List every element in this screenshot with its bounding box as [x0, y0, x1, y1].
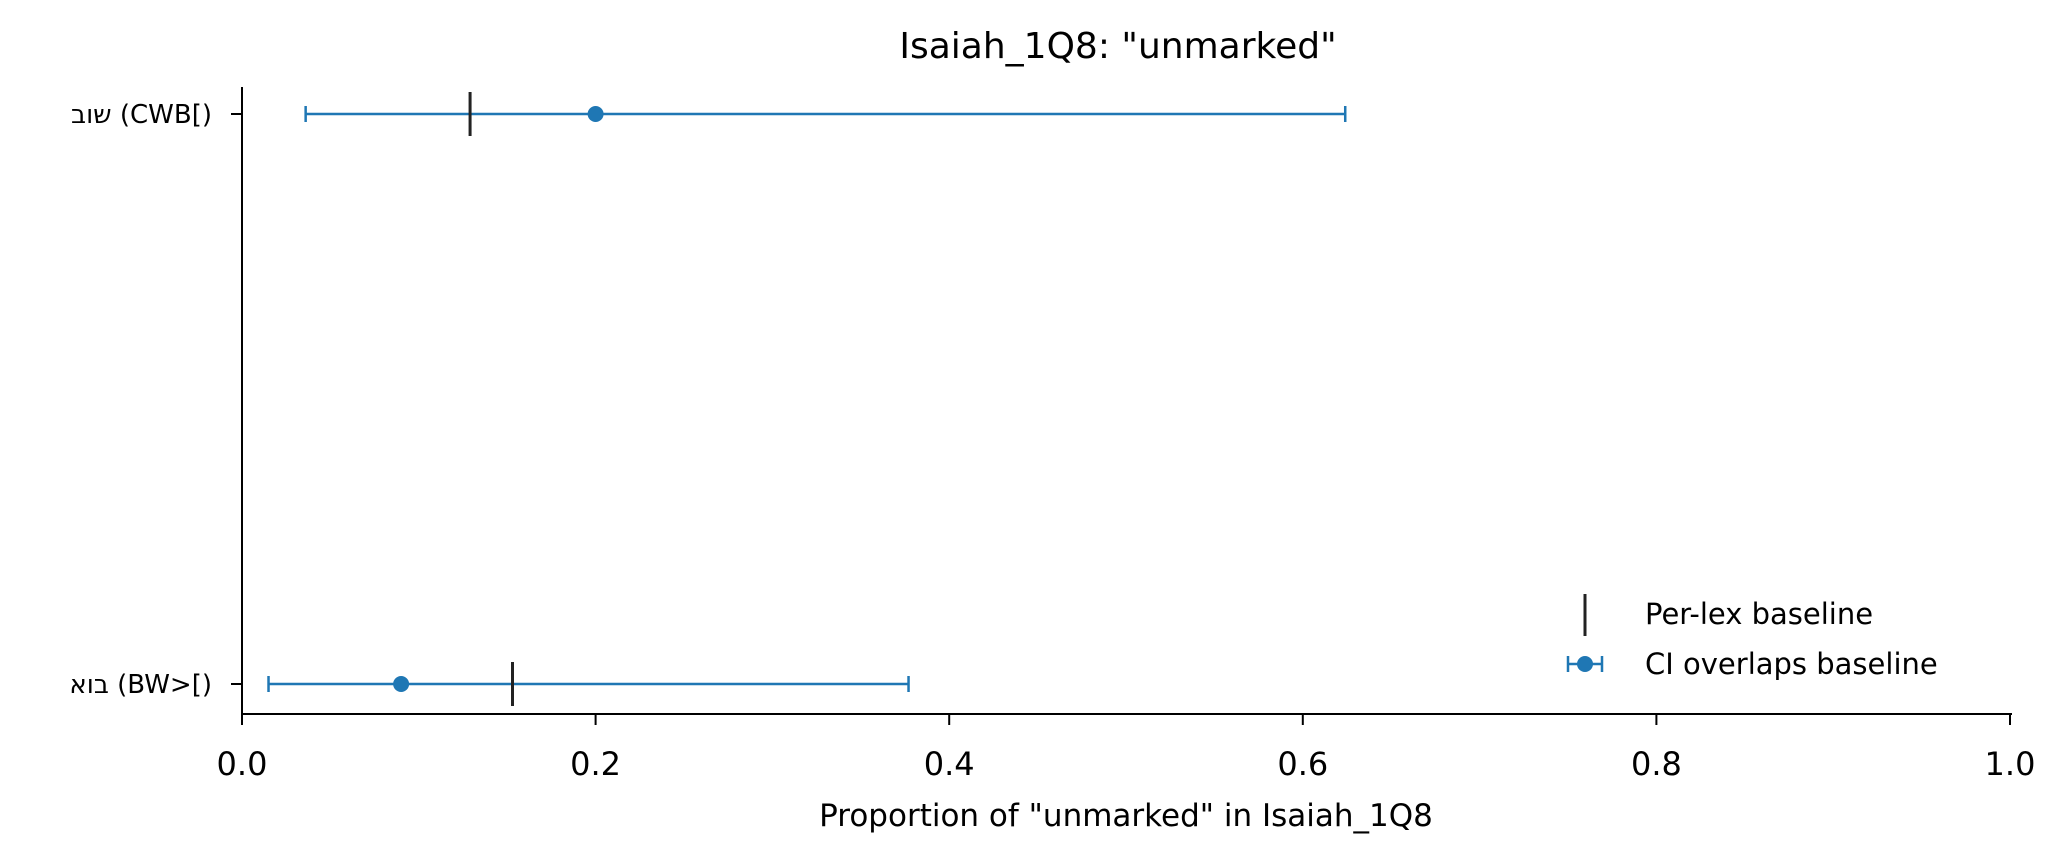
x-ticks: 0.0 0.2 0.4 0.6 0.8 1.0: [217, 714, 2036, 783]
y-tick-label: בוא (BW>[): [69, 670, 212, 700]
x-tick-label: 0.2: [570, 745, 621, 783]
legend: Per-lex baseline CI overlaps baseline: [1566, 594, 1938, 681]
x-tick-label: 1.0: [1985, 745, 2036, 783]
x-tick-label: 0.0: [217, 745, 268, 783]
ci-point: [587, 106, 604, 122]
x-tick-label: 0.8: [1631, 745, 1682, 783]
x-tick-label: 0.4: [924, 745, 975, 783]
legend-ci-point: [1577, 656, 1593, 672]
legend-baseline-label: Per-lex baseline: [1645, 597, 1873, 631]
x-tick-label: 0.6: [1277, 745, 1328, 783]
plot-marks: [267, 92, 1347, 706]
x-axis-label: Proportion of "unmarked" in Isaiah_1Q8: [819, 798, 1433, 834]
y-ticks: שוב (CWB[) בוא (BW>[): [69, 100, 242, 700]
ci-point: [393, 676, 410, 692]
chart-title: Isaiah_1Q8: "unmarked": [899, 26, 1336, 67]
legend-ci-label: CI overlaps baseline: [1645, 647, 1938, 681]
y-tick-label: שוב (CWB[): [71, 100, 212, 130]
